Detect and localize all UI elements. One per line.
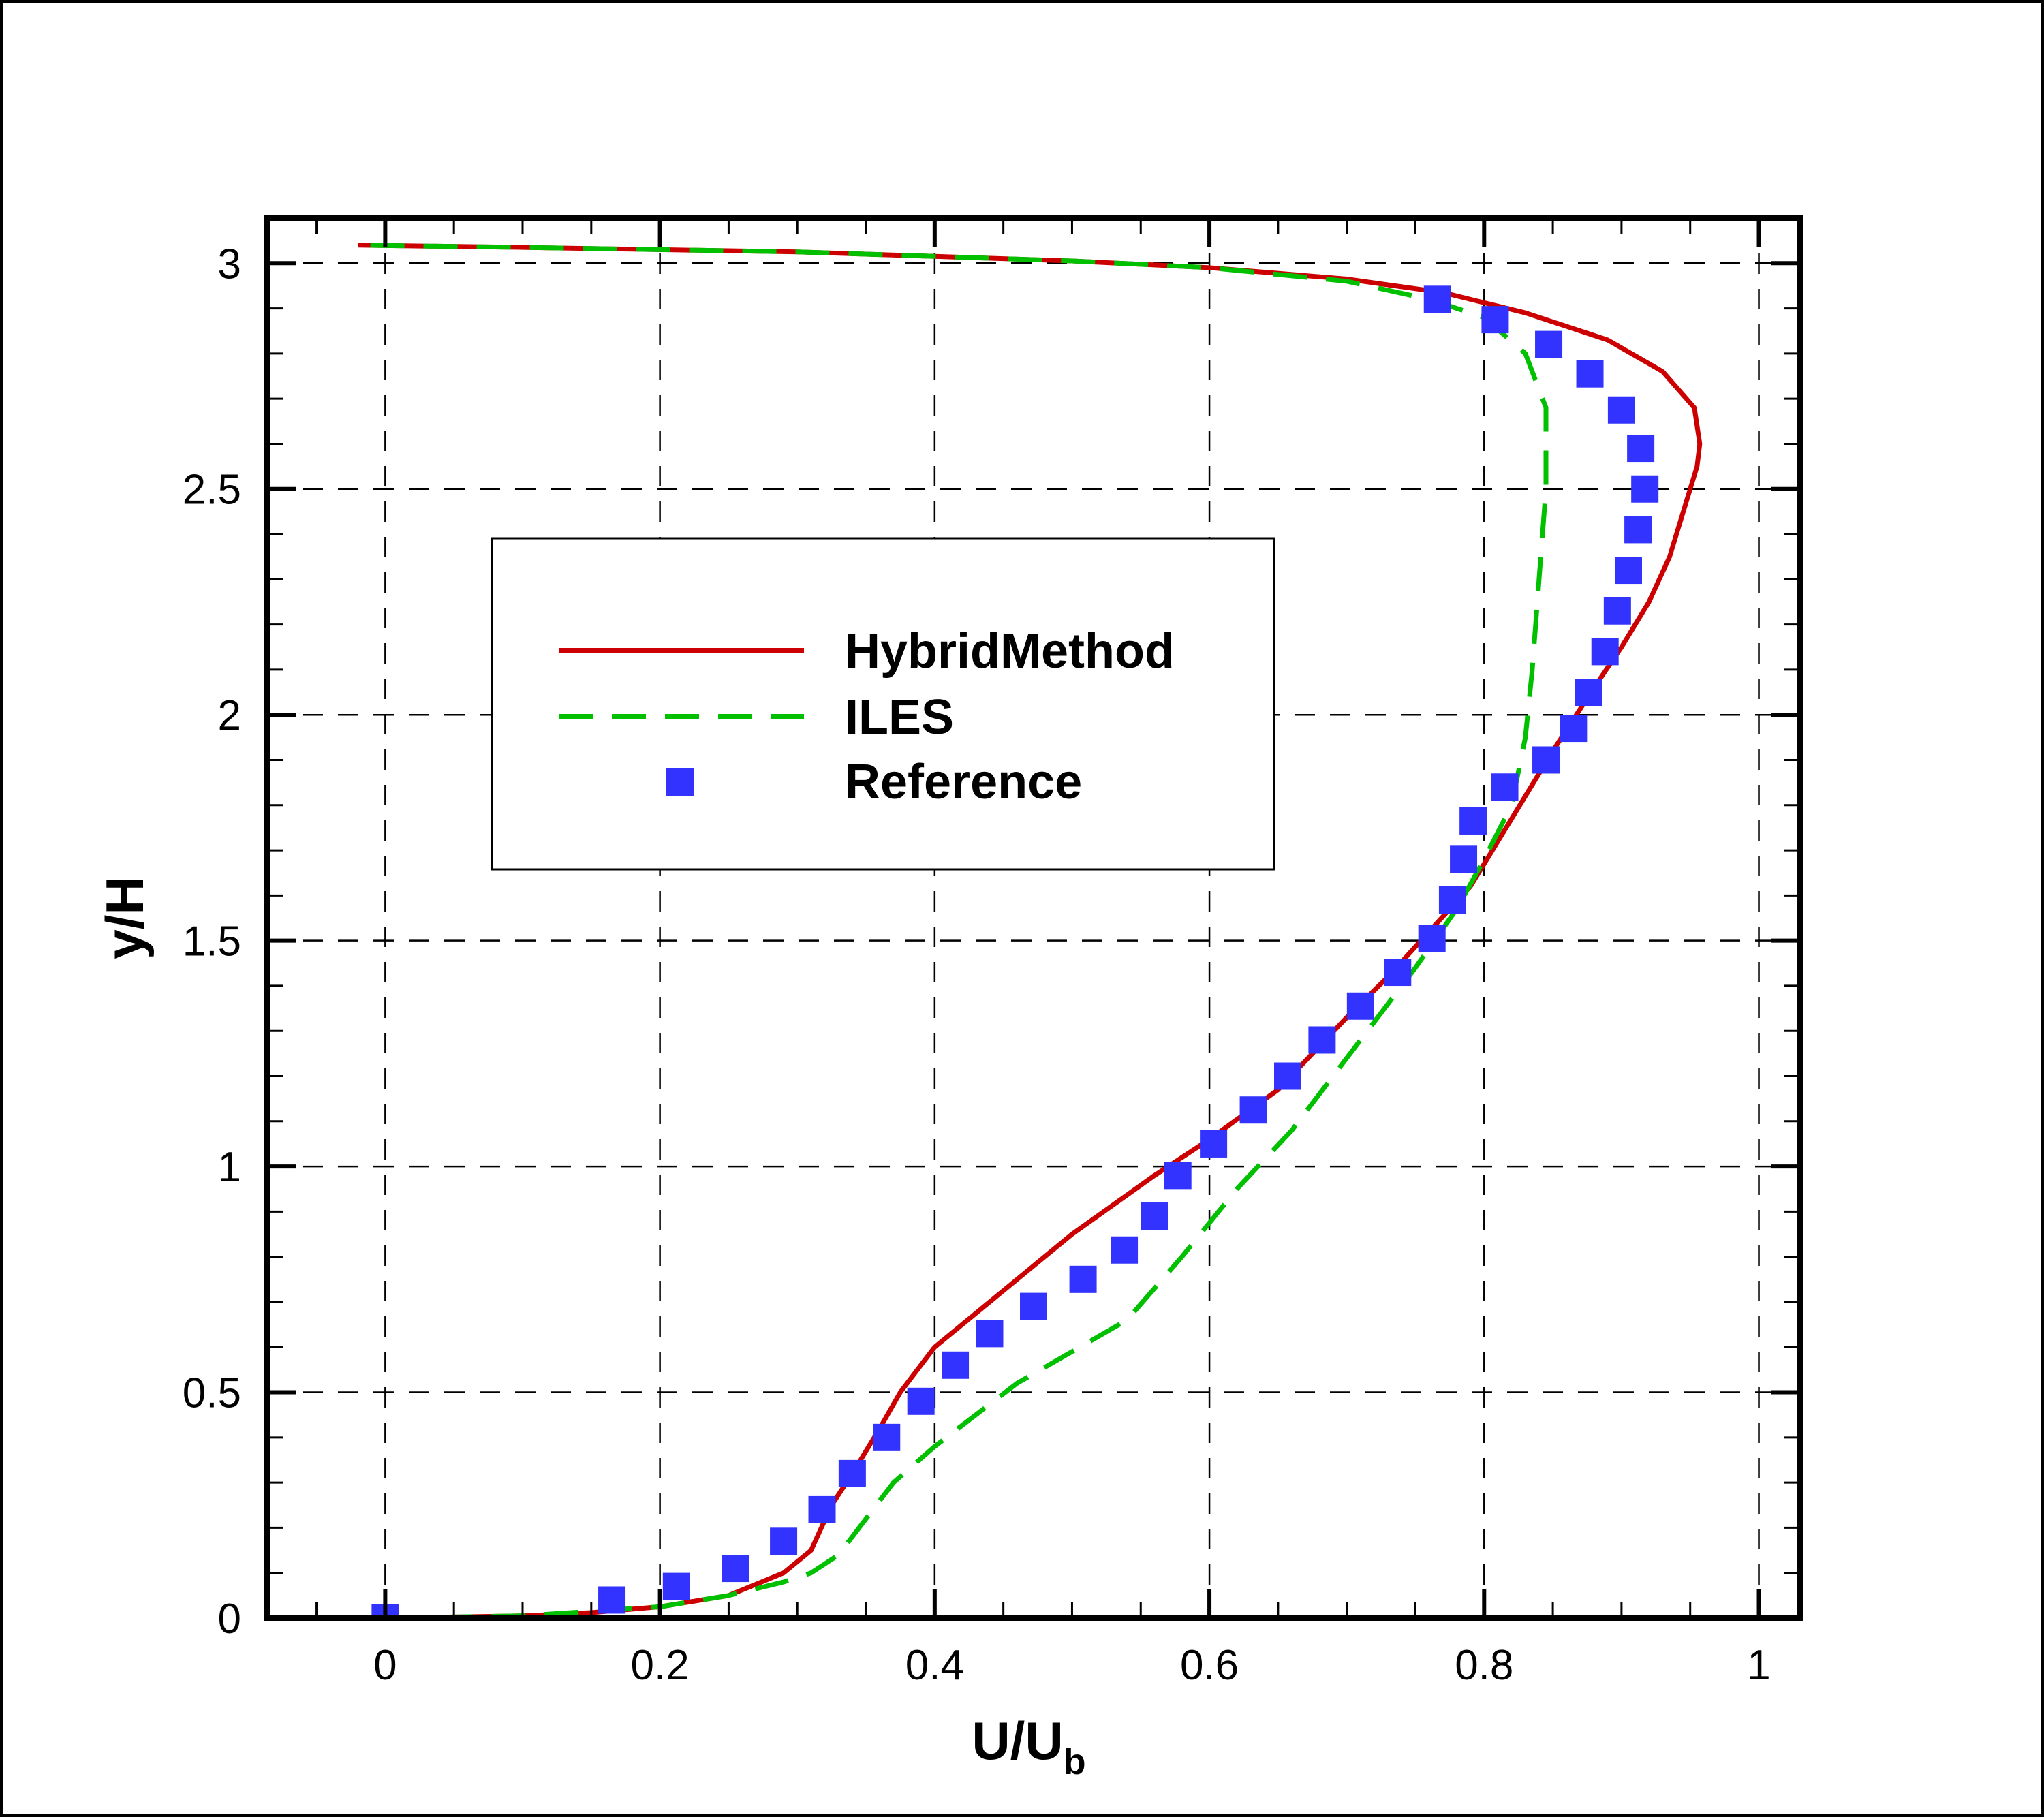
plot-frame <box>264 215 1803 1621</box>
y-tick-label: 0.5 <box>183 1370 241 1417</box>
reference-marker <box>1438 886 1466 914</box>
reference-marker <box>1423 285 1451 313</box>
legend-label-iles: ILES <box>845 690 954 745</box>
reference-marker <box>1591 638 1619 666</box>
legend-label-reference: Reference <box>845 755 1082 809</box>
reference-marker <box>1576 360 1604 388</box>
series-line-iles <box>358 243 1549 1618</box>
tick-labels: 0 0.2 0.4 0.6 0.8 1 0 0.5 1 1.5 2 2.5 3 <box>183 240 1771 1689</box>
reference-marker <box>942 1351 970 1379</box>
reference-marker <box>1624 516 1652 544</box>
x-tick-label: 1 <box>1747 1642 1770 1689</box>
reference-marker <box>1532 746 1560 774</box>
reference-marker <box>1111 1236 1139 1264</box>
reference-marker <box>1200 1130 1228 1158</box>
reference-marker <box>1631 475 1659 503</box>
reference-marker <box>662 1572 690 1600</box>
reference-marker <box>1607 396 1635 424</box>
reference-marker <box>1481 306 1509 334</box>
reference-marker <box>1491 773 1519 801</box>
x-tick-label: 0.2 <box>631 1642 690 1689</box>
y-tick-label: 1.5 <box>183 918 241 965</box>
reference-marker <box>1384 959 1412 987</box>
axis-ticks <box>267 217 1800 1620</box>
reference-marker <box>1459 807 1487 835</box>
y-tick-label: 0 <box>218 1596 241 1643</box>
reference-marker <box>770 1527 798 1555</box>
reference-marker <box>1614 557 1642 585</box>
reference-marker <box>1020 1292 1047 1320</box>
y-tick-label: 2.5 <box>183 467 241 514</box>
reference-marker <box>1346 992 1374 1020</box>
reference-marker <box>1560 715 1588 743</box>
reference-marker <box>976 1320 1004 1348</box>
legend-box <box>491 537 1275 871</box>
x-tick-label: 0.8 <box>1455 1642 1513 1689</box>
y-axis-title: y/H <box>95 876 155 959</box>
reference-marker <box>1069 1265 1097 1293</box>
reference-marker <box>1308 1026 1336 1054</box>
reference-marker <box>1239 1096 1267 1124</box>
y-tick-label: 3 <box>218 240 241 288</box>
reference-marker <box>1418 925 1446 952</box>
legend-label-hybridmethod: HybridMethod <box>845 624 1175 679</box>
series-layer <box>358 243 1703 1618</box>
y-tick-label: 1 <box>218 1144 241 1191</box>
reference-marker <box>1603 597 1631 625</box>
legend: HybridMethod ILES Reference <box>491 537 1275 871</box>
reference-marker <box>598 1586 626 1614</box>
reference-marker <box>1141 1202 1168 1230</box>
grid <box>267 218 1800 1618</box>
reference-marker <box>873 1423 901 1451</box>
reference-marker <box>1450 845 1478 873</box>
reference-marker <box>838 1459 866 1487</box>
reference-marker <box>1575 679 1602 706</box>
reference-marker <box>1164 1162 1192 1190</box>
legend-swatch-reference <box>666 768 694 796</box>
reference-marker <box>808 1495 836 1523</box>
x-axis-title: U/Ub <box>972 1711 1085 1782</box>
reference-marker <box>1535 330 1563 358</box>
reference-marker <box>907 1387 935 1415</box>
x-tick-label: 0 <box>373 1642 397 1689</box>
reference-marker <box>1273 1062 1301 1090</box>
y-tick-label: 2 <box>218 692 241 739</box>
reference-marker <box>722 1555 749 1583</box>
x-tick-label: 0.4 <box>905 1642 964 1689</box>
x-tick-label: 0.6 <box>1180 1642 1239 1689</box>
series-line-hybridmethod <box>358 243 1703 1618</box>
reference-marker <box>1627 435 1655 463</box>
